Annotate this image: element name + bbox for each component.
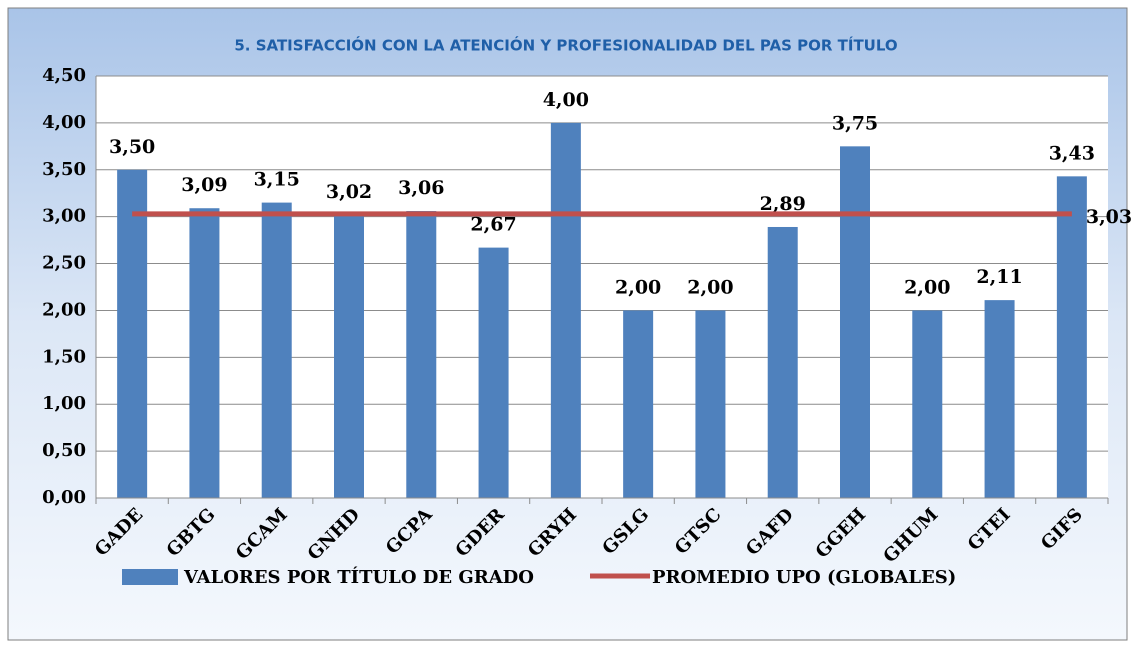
y-tick-label: 2,00 bbox=[42, 299, 86, 320]
y-tick-label: 1,00 bbox=[42, 393, 86, 414]
bar bbox=[695, 310, 726, 498]
bar bbox=[912, 310, 943, 498]
data-label: 2,00 bbox=[687, 276, 733, 298]
y-tick-label: 1,50 bbox=[42, 346, 86, 367]
data-label: 2,00 bbox=[904, 276, 950, 298]
bar bbox=[767, 226, 798, 498]
bar bbox=[406, 211, 437, 499]
data-label: 2,00 bbox=[615, 276, 661, 298]
bar bbox=[189, 208, 220, 498]
data-label: 2,89 bbox=[760, 193, 806, 215]
data-label: 3,06 bbox=[398, 177, 444, 199]
y-tick-label: 2,50 bbox=[42, 253, 86, 274]
y-tick-label: 4,50 bbox=[42, 65, 86, 86]
y-tick-label: 3,50 bbox=[42, 159, 86, 180]
plot-area bbox=[96, 76, 1108, 498]
bar bbox=[984, 300, 1015, 498]
chart-title: 5. SATISFACCIÓN CON LA ATENCIÓN Y PROFES… bbox=[234, 36, 897, 55]
bar bbox=[261, 202, 292, 498]
data-label: 3,15 bbox=[254, 169, 300, 191]
legend-label: PROMEDIO UPO (GLOBALES) bbox=[652, 567, 956, 588]
y-tick-label: 0,50 bbox=[42, 440, 86, 461]
legend-swatch bbox=[122, 569, 178, 585]
data-label: 4,00 bbox=[543, 89, 589, 111]
data-label: 3,03 bbox=[1086, 206, 1132, 228]
data-label: 3,50 bbox=[109, 136, 155, 158]
bar bbox=[550, 122, 581, 498]
data-label: 3,75 bbox=[832, 112, 878, 134]
bar bbox=[1056, 176, 1087, 498]
y-tick-label: 0,00 bbox=[42, 487, 86, 508]
bar bbox=[334, 214, 364, 498]
bar bbox=[840, 146, 870, 499]
data-label: 3,09 bbox=[181, 174, 227, 196]
data-label: 3,02 bbox=[326, 181, 372, 203]
data-label: 3,43 bbox=[1049, 142, 1095, 164]
data-label: 2,67 bbox=[470, 214, 516, 236]
bar bbox=[478, 247, 509, 498]
bar bbox=[117, 169, 148, 498]
y-tick-label: 4,00 bbox=[42, 112, 86, 133]
data-label: 2,11 bbox=[976, 266, 1022, 288]
bar bbox=[623, 310, 654, 498]
y-tick-label: 3,00 bbox=[42, 206, 86, 227]
legend-label: VALORES POR TÍTULO DE GRADO bbox=[183, 565, 534, 588]
